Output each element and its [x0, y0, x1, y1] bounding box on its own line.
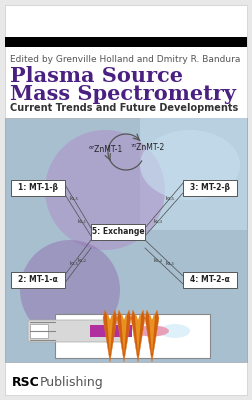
Bar	[5, 37, 247, 47]
Text: 2: MT-1-α: 2: MT-1-α	[18, 276, 58, 284]
Text: ⁷⁰ZnMT-2: ⁷⁰ZnMT-2	[131, 144, 165, 152]
Text: k₅,₃: k₅,₃	[154, 218, 163, 224]
FancyBboxPatch shape	[183, 272, 237, 288]
Bar	[55, 314, 210, 358]
Text: 5: Exchange: 5: Exchange	[92, 228, 144, 236]
Polygon shape	[121, 314, 127, 355]
Ellipse shape	[160, 324, 190, 338]
FancyBboxPatch shape	[183, 180, 237, 196]
FancyBboxPatch shape	[11, 272, 65, 288]
Text: 3: MT-2-β: 3: MT-2-β	[190, 184, 230, 192]
Text: Current Trends and Future Developments: Current Trends and Future Developments	[10, 103, 238, 113]
Text: 4: MT-2-α: 4: MT-2-α	[190, 276, 230, 284]
Polygon shape	[117, 310, 131, 362]
Text: k₄,₅: k₄,₅	[165, 261, 174, 266]
Text: k₅,₄: k₅,₄	[154, 258, 163, 263]
Polygon shape	[135, 314, 141, 355]
Polygon shape	[149, 314, 155, 355]
Text: k₅,₁: k₅,₁	[77, 218, 86, 224]
Text: k₂,₅: k₂,₅	[69, 261, 78, 266]
Bar	[5, 118, 247, 362]
Ellipse shape	[20, 240, 120, 340]
Polygon shape	[140, 118, 247, 230]
Ellipse shape	[135, 326, 169, 336]
Polygon shape	[107, 314, 113, 355]
Text: RSC: RSC	[12, 376, 40, 389]
FancyBboxPatch shape	[11, 180, 65, 196]
Ellipse shape	[140, 130, 240, 200]
Text: Publishing: Publishing	[40, 376, 104, 389]
FancyBboxPatch shape	[91, 224, 145, 240]
FancyBboxPatch shape	[28, 320, 122, 342]
Polygon shape	[103, 310, 117, 362]
Polygon shape	[131, 310, 145, 362]
Text: k₁,₅: k₁,₅	[69, 196, 78, 201]
Text: 1: MT-1-β: 1: MT-1-β	[18, 184, 58, 192]
Text: Plasma Source: Plasma Source	[10, 66, 183, 86]
Ellipse shape	[45, 130, 165, 250]
Polygon shape	[145, 310, 159, 362]
Text: Edited by Grenville Holland and Dmitry R. Bandura: Edited by Grenville Holland and Dmitry R…	[10, 55, 240, 64]
Text: Mass Spectrometry: Mass Spectrometry	[10, 84, 236, 104]
Text: ⁶⁷ZnMT-1: ⁶⁷ZnMT-1	[89, 146, 123, 154]
Text: k₅,₂: k₅,₂	[77, 258, 86, 263]
Bar	[90, 325, 132, 337]
Bar	[30, 324, 48, 338]
Text: k₃,₅: k₃,₅	[165, 196, 174, 201]
